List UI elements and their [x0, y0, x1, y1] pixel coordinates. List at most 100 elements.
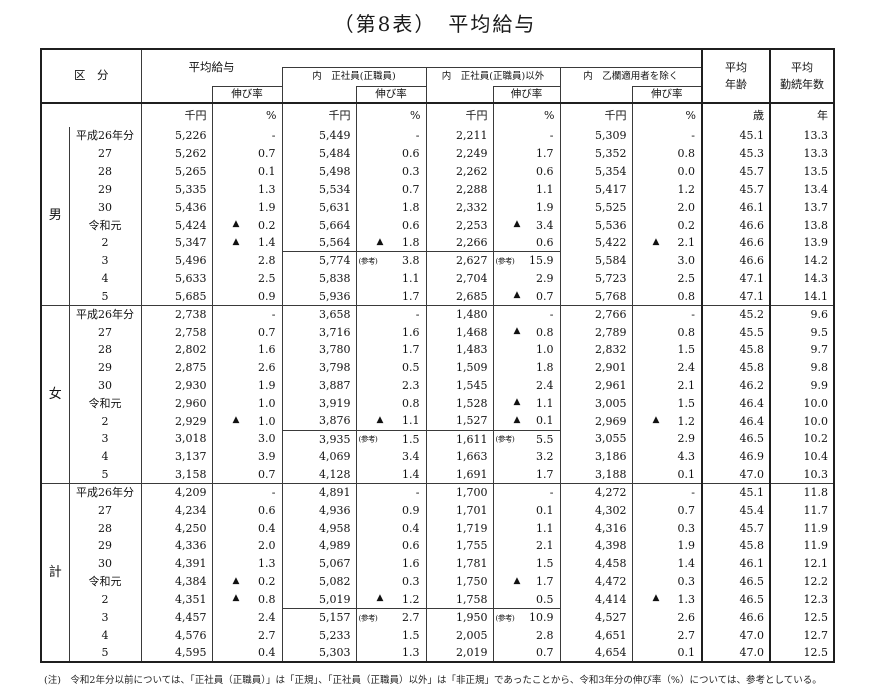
- value-cell: 4,576: [140, 626, 212, 645]
- rate-cell: ▲ 1.4: [211, 233, 282, 252]
- rate-cell: 0.8: [631, 144, 702, 163]
- value-cell: 4,458: [559, 554, 632, 573]
- year-cell: 30: [68, 198, 141, 217]
- age-cell: 45.1: [701, 127, 770, 145]
- value-cell: 5,449: [281, 127, 356, 145]
- rate-cell: 0.1: [631, 465, 702, 484]
- value-cell: 2,266: [425, 233, 493, 252]
- rate-cell: 2.1: [631, 376, 702, 395]
- value-cell: 4,316: [559, 519, 632, 538]
- table-row: 3 3,018 3.0 3,935 (参考) 1.5 1,611 (参考) 5.5 3,055 2.…: [41, 429, 834, 448]
- rate-cell: ▲ 2.1: [631, 233, 702, 252]
- table-row: 計平成26年分 4,209-4,891-1,700-4,272-45.1 11.8: [41, 483, 834, 662]
- value-cell: 2,929: [140, 412, 212, 431]
- value-cell: 3,658: [281, 304, 356, 324]
- rate-cell: 0.8: [631, 323, 702, 341]
- rate-cell: 1.1: [355, 269, 426, 288]
- header-gap: [426, 49, 560, 68]
- value-cell: 5,422: [559, 233, 632, 252]
- service-years-cell: 13.8: [769, 216, 834, 234]
- year-cell: 令和元: [68, 572, 141, 591]
- rate-cell: 1.3: [211, 554, 282, 573]
- age-cell: 45.2: [701, 304, 770, 324]
- value-cell: 4,654: [559, 644, 632, 662]
- rate-cell: (参考) 10.9: [492, 607, 560, 627]
- age-cell: 45.5: [701, 323, 770, 341]
- value-cell: 4,414: [559, 590, 632, 609]
- age-cell: 46.4: [701, 412, 770, 431]
- decrease-triangle-icon: ▲: [513, 414, 521, 425]
- rate-cell: 0.3: [355, 572, 426, 591]
- rate-cell: -: [631, 304, 702, 324]
- rate-cell: ▲ 1.1: [492, 394, 560, 413]
- age-cell: 46.1: [701, 554, 770, 573]
- value-cell: 4,391: [140, 554, 212, 573]
- value-cell: 1,755: [425, 537, 493, 555]
- service-years-cell: 13.9: [769, 233, 834, 252]
- table-row: 5 3,158 0.7 4,128 1.4 1,691 1.7 3,188 0.1 47.0 10.…: [41, 465, 834, 484]
- rate-cell: (参考) 1.5: [355, 429, 426, 448]
- year-cell: 平成26年分: [68, 483, 141, 502]
- header-blank: [141, 86, 212, 103]
- rate-cell: 0.0: [631, 162, 702, 181]
- decrease-triangle-icon: ▲: [652, 593, 660, 604]
- rate-cell: 2.4: [211, 608, 282, 627]
- value-cell: 2,262: [425, 162, 493, 181]
- value-cell: 3,186: [559, 447, 632, 466]
- service-years-cell: 10.3: [769, 465, 834, 484]
- rate-cell: 0.4: [211, 644, 282, 662]
- table-row: 29 5,335 1.3 5,534 0.7 2,288 1.1 5,417 1.2 45.7 13…: [41, 180, 834, 199]
- rate-cell: ▲ 1.3: [631, 590, 702, 609]
- age-cell: 46.6: [701, 608, 770, 627]
- rate-cell: 2.5: [631, 269, 702, 288]
- rate-cell: 1.6: [355, 323, 426, 341]
- table-row: 27 2,758 0.7 3,716 1.6 1,468 ▲ 0.8 2,789 0.8 45.5 9…: [41, 323, 834, 341]
- service-years-cell: 14.2: [769, 251, 834, 270]
- rate-cell: 1.5: [492, 554, 560, 573]
- value-cell: 1,781: [425, 554, 493, 573]
- year-cell: 3: [68, 430, 141, 448]
- decrease-triangle-icon: ▲: [376, 414, 384, 425]
- group-label: 女: [41, 304, 69, 484]
- value-cell: 5,498: [281, 162, 356, 181]
- decrease-triangle-icon: ▲: [513, 575, 521, 586]
- value-cell: 1,611: [425, 429, 493, 448]
- value-cell: 2,766: [559, 304, 632, 324]
- value-cell: 5,685: [140, 287, 212, 306]
- rate-cell: 0.9: [355, 501, 426, 520]
- value-cell: 4,384: [140, 572, 212, 591]
- value-cell: 5,664: [281, 216, 356, 234]
- rate-cell: 1.4: [355, 465, 426, 484]
- value-cell: 4,302: [559, 501, 632, 520]
- value-cell: 2,211: [425, 127, 493, 145]
- table-row: 30 2,930 1.9 3,887 2.3 1,545 2.4 2,961 2.1 46.2 9.…: [41, 376, 834, 395]
- value-cell: 1,527: [425, 412, 493, 431]
- service-years-cell: 14.3: [769, 269, 834, 288]
- reference-note: (参考): [495, 434, 515, 444]
- rate-cell: 4.3: [631, 447, 702, 466]
- value-cell: 4,958: [281, 519, 356, 538]
- table-row: 29 4,336 2.0 4,989 0.6 1,755 2.1 4,398 1.9 45.8 11…: [41, 537, 834, 555]
- value-cell: 2,738: [140, 304, 212, 324]
- rate-cell: 0.4: [211, 519, 282, 538]
- value-cell: 2,875: [140, 358, 212, 377]
- year-cell: 平成26年分: [68, 304, 141, 324]
- average-salary-table: 区 分 平均給与 平均 年齢 平均 勤続年数 内 正社員(正職員) 内 正社員(…: [40, 48, 835, 663]
- age-cell: 45.3: [701, 144, 770, 163]
- value-cell: 5,631: [281, 198, 356, 217]
- age-cell: 46.5: [701, 590, 770, 609]
- age-cell: 45.7: [701, 180, 770, 199]
- value-cell: 5,774: [281, 251, 356, 270]
- value-cell: 5,525: [559, 198, 632, 217]
- rate-cell: 2.7: [211, 626, 282, 645]
- reference-note: (参考): [358, 434, 378, 444]
- year-cell: 4: [68, 447, 141, 466]
- table-row: 令和元 4,384 ▲ 0.2 5,082 0.3 1,750 ▲ 1.7 4,472 0.3 46.…: [41, 572, 834, 591]
- value-cell: 5,768: [559, 287, 632, 306]
- rate-cell: 2.8: [492, 626, 560, 645]
- value-cell: 2,019: [425, 644, 493, 662]
- rate-cell: ▲ 1.0: [211, 412, 282, 431]
- value-cell: 1,509: [425, 358, 493, 377]
- value-cell: 4,351: [140, 590, 212, 609]
- value-cell: 5,303: [281, 644, 356, 662]
